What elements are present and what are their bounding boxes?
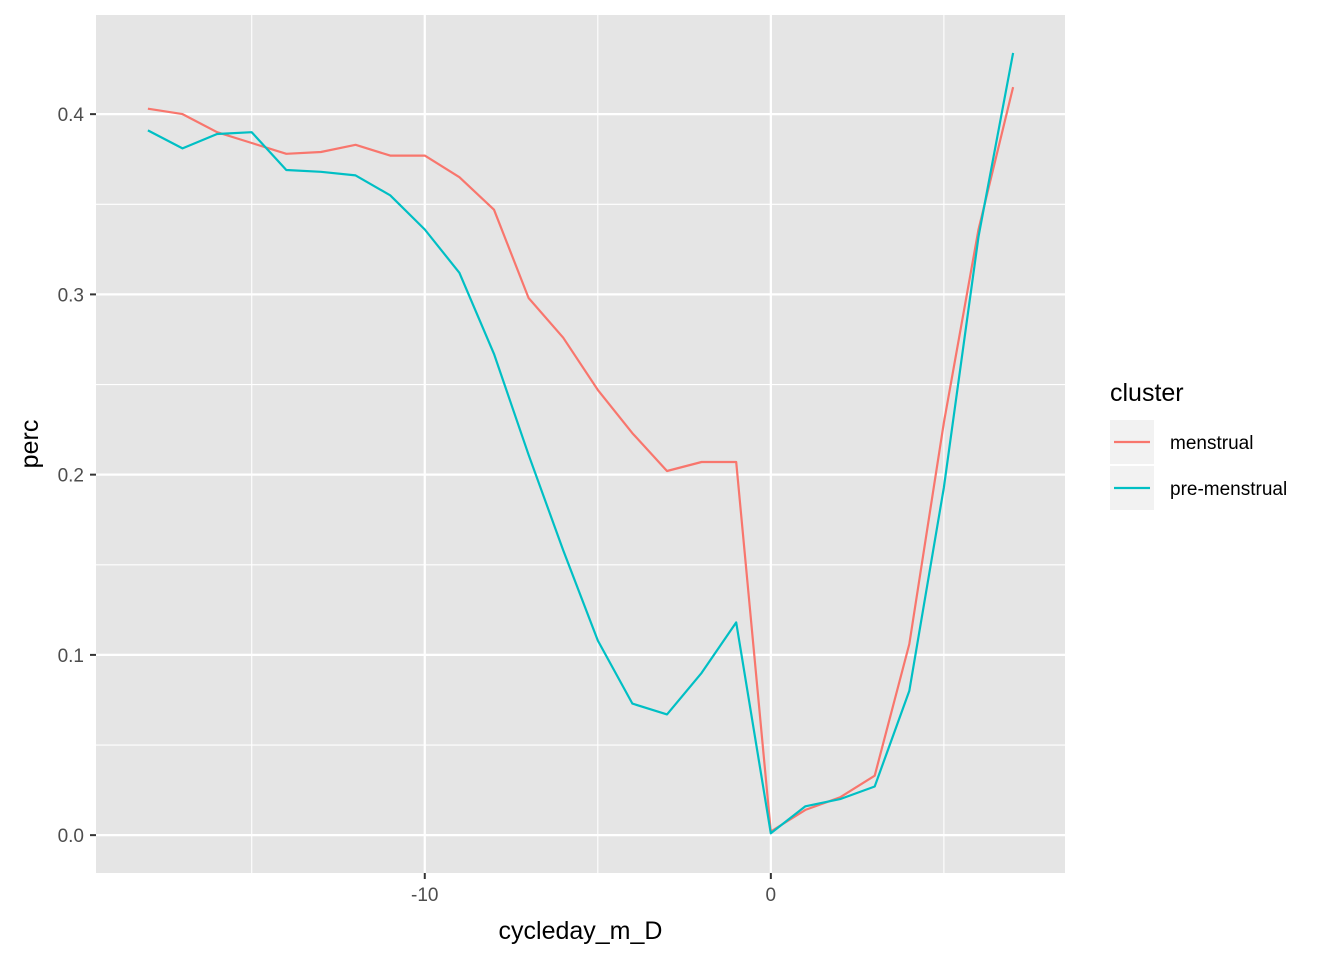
legend-label: pre-menstrual	[1170, 479, 1287, 500]
series-lines	[147, 52, 1015, 835]
major-gridlines	[96, 15, 1065, 873]
y-axis: 0.0 0.1 0.2 0.3 0.4	[58, 105, 96, 847]
legend-item-menstrual: menstrual	[1110, 420, 1253, 464]
x-tick-label: -10	[411, 885, 438, 906]
legend: cluster menstrual pre-menstrual	[1110, 379, 1287, 510]
y-axis-title: perc	[16, 420, 44, 469]
series-line-menstrual	[147, 86, 1015, 833]
legend-item-pre-menstrual: pre-menstrual	[1110, 466, 1287, 510]
x-axis: -10 0	[411, 873, 776, 906]
plot-panel	[96, 15, 1065, 873]
y-tick-label: 0.1	[58, 646, 84, 667]
y-tick-label: 0.3	[58, 285, 84, 306]
minor-gridlines	[96, 15, 1065, 873]
series-line-pre-menstrual	[147, 52, 1015, 835]
x-tick-label: 0	[766, 885, 777, 906]
legend-title: cluster	[1110, 379, 1184, 407]
y-tick-label: 0.4	[58, 105, 85, 126]
y-tick-label: 0.0	[58, 826, 84, 847]
y-tick-label: 0.2	[58, 466, 84, 487]
legend-label: menstrual	[1170, 433, 1253, 454]
x-axis-title: cycleday_m_D	[499, 917, 663, 945]
